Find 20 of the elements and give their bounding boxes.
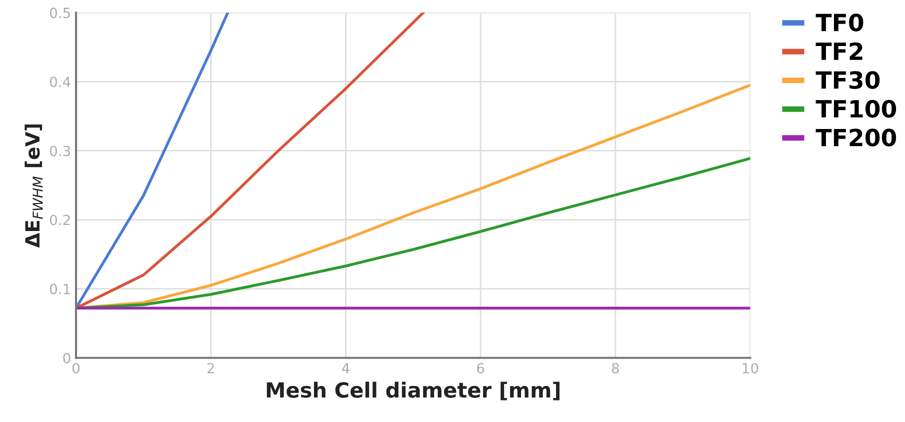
legend-label: TF200 xyxy=(816,128,896,146)
x-tick-label: 10 xyxy=(742,362,758,374)
y-tick-label: 0.2 xyxy=(50,214,70,226)
x-tick-label: 2 xyxy=(207,362,214,374)
x-tick-label: 8 xyxy=(612,362,619,374)
x-tick-label: 6 xyxy=(477,362,484,374)
line-series xyxy=(76,156,750,310)
y-tick-label: 0.3 xyxy=(50,146,70,156)
legend-label: TF100 xyxy=(816,100,896,118)
y-axis-title: ΔE$_{FWHM}$ [eV] xyxy=(24,124,43,248)
y-tick-label: 0.1 xyxy=(50,284,70,294)
x-tick-label: 4 xyxy=(342,363,350,374)
legend-label: TF2 xyxy=(816,42,862,60)
y-tick-label: 0.4 xyxy=(50,76,70,88)
legend-label: TF0 xyxy=(816,14,864,32)
x-axis-title: Mesh Cell diameter [mm] xyxy=(266,382,560,400)
y-tick-label: 0 xyxy=(63,352,70,364)
x-tick-label: 0 xyxy=(72,362,80,374)
legend-label: TF30 xyxy=(816,71,880,89)
y-tick-label: 0.5 xyxy=(50,8,70,18)
